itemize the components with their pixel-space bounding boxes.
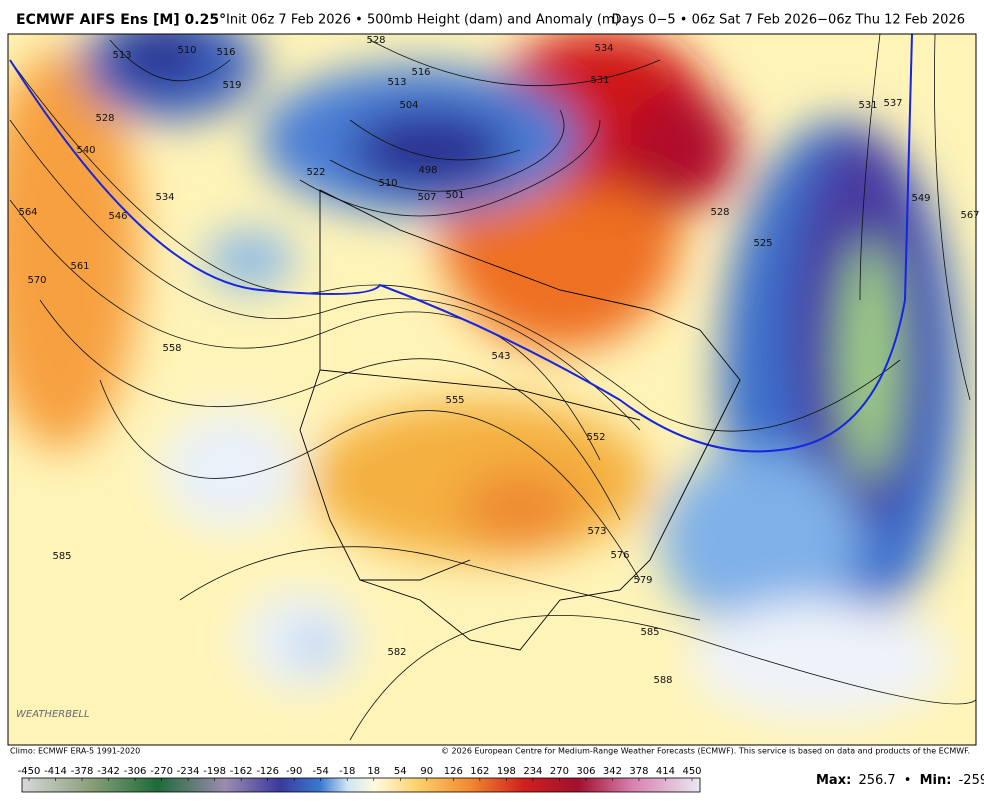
contour-label: 522 — [306, 167, 325, 178]
colorbar-tick-label: 270 — [550, 766, 569, 777]
contour-label: 528 — [366, 35, 385, 46]
colorbar-tick-label: -342 — [97, 766, 120, 777]
colorbar-tick-label: -234 — [177, 766, 200, 777]
contour-label: 570 — [27, 275, 46, 286]
contour-label: 552 — [586, 432, 605, 443]
colorbar-tick-label: -378 — [71, 766, 94, 777]
contour-label: 582 — [387, 647, 406, 658]
colorbar-tick-label: 18 — [367, 766, 380, 777]
colorbar-tick-label: -90 — [286, 766, 302, 777]
min: -259.9 — [959, 773, 984, 788]
min-label: Min: — [920, 773, 952, 788]
colorbar-tick-label: 378 — [629, 766, 648, 777]
contour-label: 567 — [960, 210, 979, 221]
colorbar-tick-label: -162 — [230, 766, 253, 777]
contour-label: 513 — [112, 50, 131, 61]
contour-label: 501 — [445, 190, 464, 201]
colorbar-tick-label: -414 — [44, 766, 67, 777]
contour-label: 507 — [417, 192, 436, 203]
colorbar-ticks: -450 -414 -378 -342 -306 -270 -234 -198 -162 -126… — [18, 766, 702, 781]
contour-label: 504 — [399, 100, 418, 111]
contour-label: 576 — [610, 550, 629, 561]
contour-label: 588 — [653, 675, 672, 686]
max-label: Max: — [816, 773, 851, 788]
colorbar-tick-label: -450 — [18, 766, 41, 777]
colorbar-tick-label: -126 — [256, 766, 279, 777]
separator: • — [904, 773, 912, 788]
contour-label: 537 — [883, 98, 902, 109]
colorbar-tick-label: 126 — [444, 766, 463, 777]
contour-label: 585 — [52, 551, 71, 562]
colorbar-tick-label: -54 — [313, 766, 329, 777]
period: Days 0−5 • 06z Sat 7 Feb 2026−06z Thu 12… — [612, 13, 965, 28]
colorbar — [21, 777, 701, 793]
colorbar-tick-label: 90 — [420, 766, 433, 777]
climo: Climo: ECMWF ERA-5 1991-2020 — [10, 747, 140, 756]
colorbar-tick-label: -18 — [339, 766, 355, 777]
contour-label: 573 — [587, 526, 606, 537]
title: ECMWF AIFS Ens [M] 0.25° — [16, 12, 226, 28]
map — [8, 34, 976, 745]
contour-label: 546 — [108, 211, 127, 222]
contour-label: 585 — [640, 627, 659, 638]
contour-label: 528 — [95, 113, 114, 124]
contour-label: 510 — [378, 178, 397, 189]
contour-label: 543 — [491, 351, 510, 362]
contour-label: 513 — [387, 77, 406, 88]
stats: Max: 256.7 • Min: -259.9 — [816, 773, 984, 788]
copyright: © 2026 European Centre for Medium-Range … — [441, 747, 970, 756]
logo: WEATHERBELL — [16, 709, 90, 720]
colorbar-tick-label: 198 — [497, 766, 516, 777]
max: 256.7 — [858, 773, 895, 788]
colorbar-tick-label: -270 — [150, 766, 173, 777]
colorbar-tick-label: -198 — [203, 766, 226, 777]
colorbar-tick-label: -306 — [124, 766, 147, 777]
contour-label: 579 — [633, 575, 652, 586]
contour-label: 561 — [70, 261, 89, 272]
contour-label: 555 — [445, 395, 464, 406]
contour-label: 528 — [710, 207, 729, 218]
contour-label: 516 — [411, 67, 430, 78]
colorbar-tick-label: 54 — [394, 766, 407, 777]
contour-label: 531 — [858, 100, 877, 111]
contour-label: 540 — [76, 145, 95, 156]
contour-label: 498 — [418, 165, 437, 176]
colorbar-tick-label: 414 — [656, 766, 675, 777]
contour-label: 531 — [590, 75, 609, 86]
contour-label: 534 — [155, 192, 174, 203]
contour-label: 519 — [222, 80, 241, 91]
colorbar-tick-label: 450 — [682, 766, 701, 777]
colorbar-tick-label: 306 — [576, 766, 595, 777]
contour-label: 516 — [216, 47, 235, 58]
colorbar-tick-label: 342 — [603, 766, 622, 777]
contour-label: 564 — [18, 207, 37, 218]
colorbar-tick-label: 234 — [523, 766, 542, 777]
contour-label: 525 — [753, 238, 772, 249]
map-frame — [7, 33, 977, 746]
contour-label: 558 — [162, 343, 181, 354]
subtitle: Init 06z 7 Feb 2026 • 500mb Height (dam)… — [226, 13, 620, 28]
contour-label: 549 — [911, 193, 930, 204]
contour-label: 534 — [594, 43, 613, 54]
colorbar-tick-label: 162 — [470, 766, 489, 777]
contour-label: 510 — [177, 45, 196, 56]
contour-labels: 513 510 516 519 528 540 534 546 564 561 570 558 585 5… — [18, 35, 979, 686]
